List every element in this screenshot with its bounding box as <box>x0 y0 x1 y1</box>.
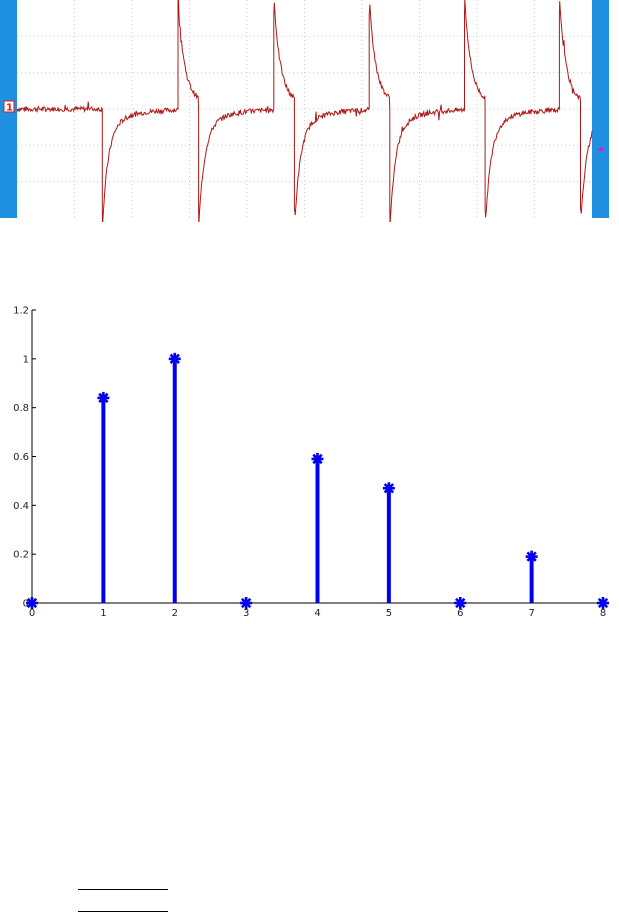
stem-marker-stroke <box>98 392 109 404</box>
stem-marker <box>597 597 609 609</box>
x-tick-label: 3 <box>243 608 249 619</box>
stem-marker-stroke <box>383 483 395 494</box>
y-tick-label: 1 <box>23 354 29 365</box>
channel-marker: 1 <box>6 103 13 114</box>
stem-marker <box>240 597 253 609</box>
stem-marker <box>97 391 110 404</box>
stem-marker-stroke <box>26 597 38 609</box>
stem-marker <box>525 550 538 563</box>
x-tick-label: 5 <box>386 608 392 619</box>
stem-plot: 0 0.2 0.4 0.6 0.8 1 1.2 0 1 2 3 4 5 6 7 8 <box>13 306 609 619</box>
waveform-trace <box>16 0 593 222</box>
y-tick-label: 0.6 <box>13 452 29 463</box>
x-tick-label: 7 <box>528 608 534 619</box>
x-tick-label: 2 <box>172 608 178 619</box>
stem-marks <box>26 352 609 609</box>
y-tick-label: 0.4 <box>13 501 29 512</box>
x-tick-label: 8 <box>600 608 606 619</box>
stem-marker-stroke <box>597 597 609 609</box>
stem-marker-stroke <box>312 453 323 465</box>
channel-marker-box <box>3 100 15 113</box>
y-tick-label: 0 <box>23 599 29 610</box>
y-tick-label: 0.8 <box>13 403 29 414</box>
y-tick-label: 0.2 <box>13 550 29 561</box>
scope-grid <box>17 0 592 218</box>
x-tick-label: 4 <box>314 608 320 619</box>
stem-marker <box>382 482 395 495</box>
stem-marker <box>168 352 181 365</box>
x-tick-label: 6 <box>457 608 463 619</box>
stem-marker <box>26 597 38 609</box>
oscilloscope-plot: 1 <box>0 0 609 222</box>
stem-marker-stroke <box>240 597 252 609</box>
stem-marker <box>454 597 467 609</box>
scope-right-bar <box>592 0 609 218</box>
x-tick-label: 1 <box>100 608 106 619</box>
stem-marker <box>311 452 324 465</box>
trigger-level-marker <box>597 147 603 152</box>
stem-marker-stroke <box>169 353 180 364</box>
stem-marker-stroke <box>455 597 466 609</box>
x-tick-label: 0 <box>29 608 35 619</box>
footer-rule-bottom <box>78 911 168 912</box>
y-tick-label: 1.2 <box>13 306 29 317</box>
stem-marker-stroke <box>526 551 537 562</box>
footer-rule-top <box>78 889 168 890</box>
